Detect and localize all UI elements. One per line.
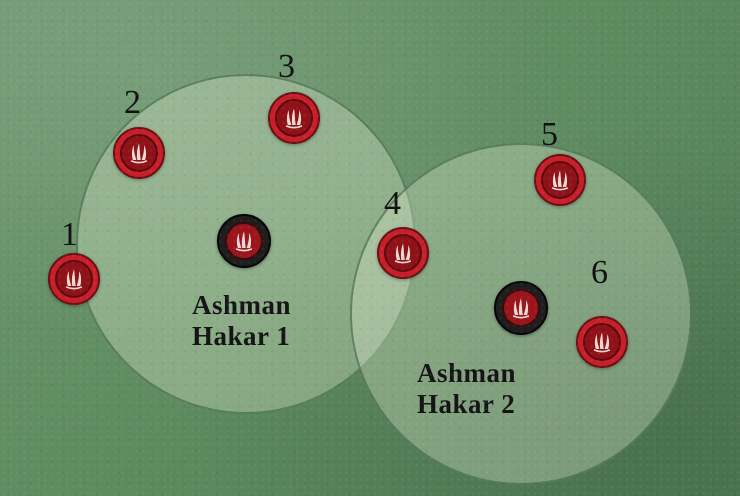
minion-token-2[interactable] (113, 127, 165, 179)
ashman-hakar-2-token[interactable] (494, 281, 548, 335)
minion-number-1: 1 (61, 216, 78, 253)
ashman-hakar-1-token[interactable] (217, 214, 271, 268)
claw-icon (583, 323, 621, 361)
claw-icon (502, 289, 540, 327)
minion-token-1[interactable] (48, 253, 100, 305)
minion-token-4[interactable] (377, 227, 429, 279)
ashman-hakar-1-label: Ashman Hakar 1 (192, 290, 291, 352)
claw-icon (541, 161, 579, 199)
minion-number-2: 2 (124, 84, 141, 121)
claw-icon (120, 134, 158, 172)
claw-icon (275, 99, 313, 137)
claw-icon (384, 234, 422, 272)
claw-icon (225, 222, 263, 260)
minion-number-4: 4 (384, 185, 401, 222)
minion-token-3[interactable] (268, 92, 320, 144)
minion-number-5: 5 (541, 116, 558, 153)
minion-number-3: 3 (278, 48, 295, 85)
minion-token-5[interactable] (534, 154, 586, 206)
claw-icon (55, 260, 93, 298)
minion-token-6[interactable] (576, 316, 628, 368)
minion-number-6: 6 (591, 254, 608, 291)
label-line: Ashman (192, 290, 292, 320)
label-line: Ashman (417, 358, 517, 388)
label-line: Hakar 2 (417, 389, 516, 419)
label-line: Hakar 1 (192, 321, 291, 351)
ashman-hakar-2-label: Ashman Hakar 2 (417, 358, 516, 420)
